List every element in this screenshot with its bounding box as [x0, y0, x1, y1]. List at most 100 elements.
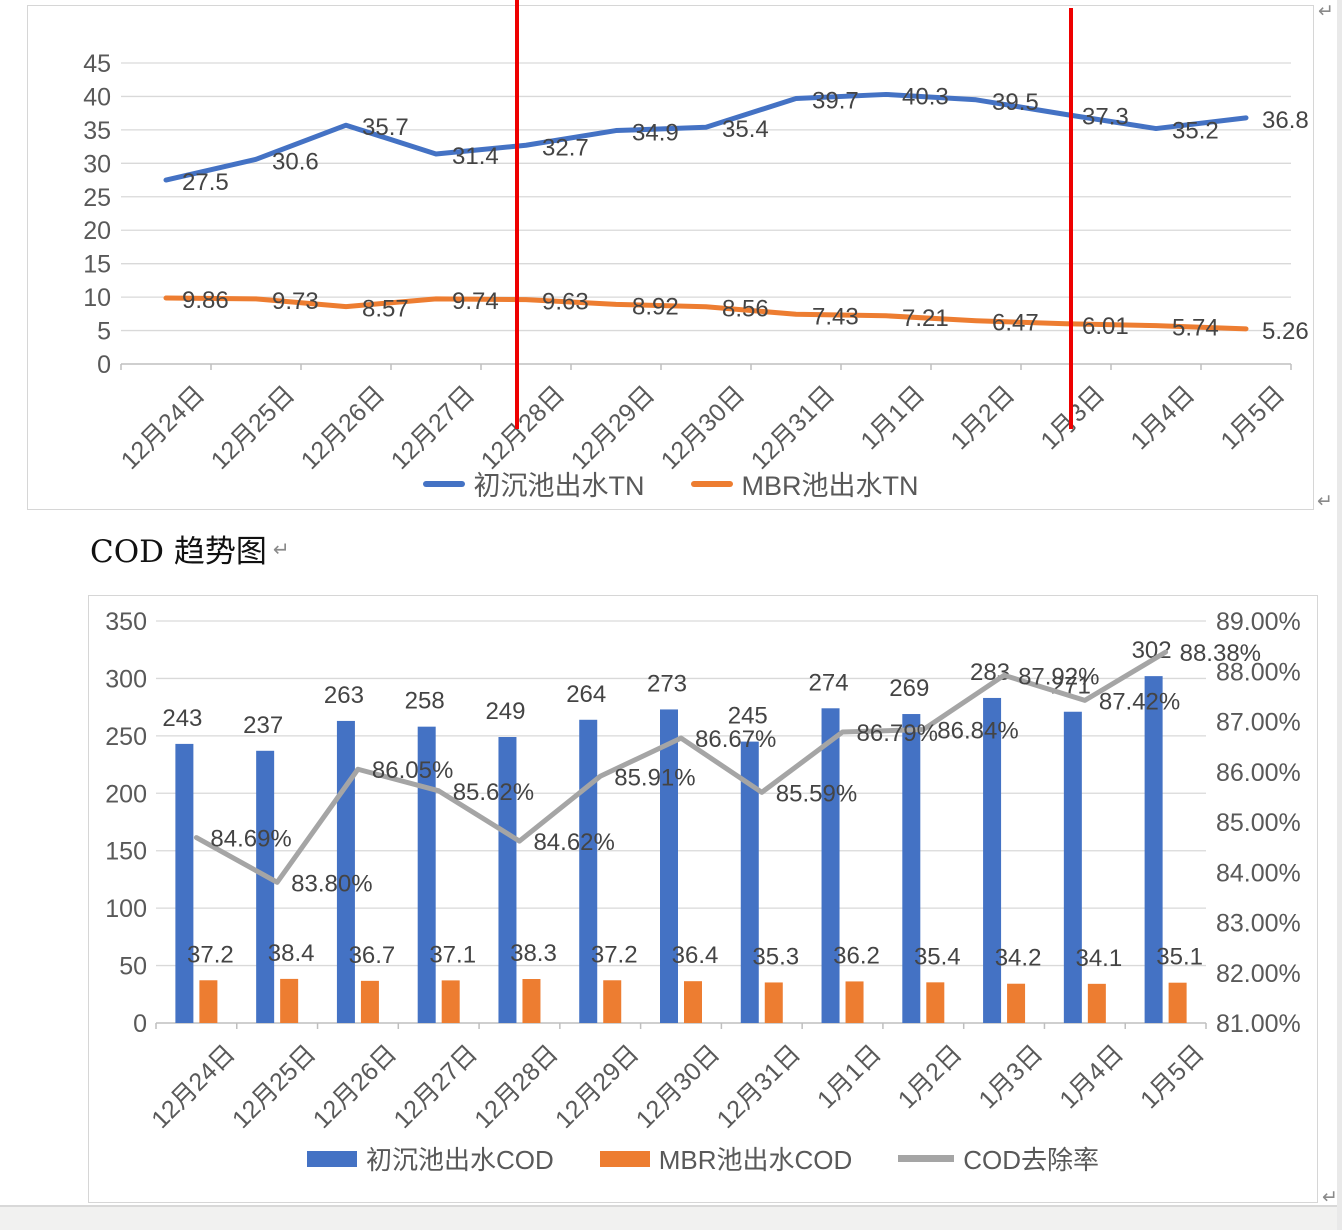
data-label: 37.2: [187, 941, 234, 968]
x-axis-date-label: 12月25日: [227, 1039, 321, 1133]
bar-orange: [684, 981, 702, 1023]
x-axis-date-label: 12月29日: [550, 1039, 644, 1133]
right-axis-tick-label: 85.00%: [1216, 809, 1301, 837]
data-label: 35.3: [752, 943, 799, 970]
data-label: 274: [809, 669, 849, 696]
data-label: 7.43: [812, 303, 859, 330]
x-axis-date-label: 12月28日: [469, 1039, 563, 1133]
x-axis-date-label: 12月30日: [656, 380, 750, 474]
cod-chart-canvas: 0 50 100 150 200 250 300 350 81.00% 82.00% 83.00% 8…: [105, 608, 1301, 1134]
right-axis-tick-label: 89.00%: [1216, 608, 1301, 636]
x-axis-date-label: 12月24日: [146, 1039, 240, 1133]
left-axis-tick-label: 350: [105, 608, 147, 636]
data-label: 35.7: [362, 114, 409, 141]
red-marker-line-1: [515, 0, 519, 429]
data-label: 237: [243, 712, 283, 739]
cod-section-title-text: COD 趋势图: [90, 534, 267, 570]
red-marker-line-2: [1069, 8, 1073, 429]
x-axis-date-label: 1月2日: [945, 380, 1020, 455]
data-label: 87.42%: [1099, 688, 1180, 715]
page-bottom-band: [0, 1205, 1342, 1230]
data-label: 263: [324, 682, 364, 709]
legend-label: 初沉池出水TN: [473, 471, 645, 501]
x-axis-date-label: 12月29日: [566, 380, 660, 474]
bar-blue: [983, 697, 1002, 1023]
data-label: 283: [970, 659, 1010, 686]
data-label: 32.7: [542, 134, 589, 161]
data-label: 85.91%: [614, 764, 695, 791]
bar-orange: [199, 980, 218, 1023]
data-label: 9.74: [452, 288, 499, 315]
left-axis-tick-label: 50: [119, 953, 147, 981]
tn-chart-canvas: 05101520253035404512月24日12月25日12月26日12月2…: [83, 50, 1309, 475]
bar-orange: [522, 979, 541, 1023]
data-label: 30.6: [272, 148, 319, 175]
data-label: 6.01: [1082, 313, 1129, 340]
x-axis-date-label: 1月4日: [1125, 380, 1200, 455]
data-label: 38.4: [268, 940, 315, 967]
data-label: 39.5: [992, 89, 1039, 116]
data-label: 35.4: [914, 943, 961, 970]
data-label: 269: [889, 675, 929, 702]
bar-orange: [1007, 983, 1026, 1023]
data-label: 38.3: [510, 940, 557, 967]
left-axis-tick-label: 250: [105, 723, 147, 751]
legend-label: MBR池出水TN: [741, 471, 919, 501]
x-axis-date-label: 1月5日: [1215, 380, 1290, 455]
y-axis-tick-label: 40: [83, 83, 111, 111]
bar-orange: [764, 982, 783, 1023]
left-axis-tick-label: 100: [105, 895, 147, 923]
x-axis-date-label: 12月27日: [386, 380, 480, 474]
data-label: 9.63: [542, 289, 589, 316]
data-label: 9.86: [182, 287, 229, 314]
orange-line-swatch: [690, 480, 733, 487]
bar-blue: [740, 741, 759, 1023]
right-axis-tick-label: 83.00%: [1216, 910, 1301, 938]
paragraph-mark: ↵: [1318, 0, 1334, 22]
data-label: 37.2: [591, 941, 638, 968]
y-axis-tick-label: 15: [83, 251, 111, 279]
data-label: 87.92%: [1018, 663, 1099, 690]
legend-item-tn-mbr: MBR池出水TN: [690, 464, 919, 503]
tn-line-series-1: [163, 295, 1249, 332]
blue-line-swatch: [422, 480, 465, 487]
y-axis-tick-label: 25: [83, 184, 111, 212]
data-label: 40.3: [902, 83, 949, 110]
tn-trend-chart[interactable]: 0 5 10 15 20 25 30 35 40 45 12月24日 12月25日 12月26日 12月2…: [27, 5, 1314, 510]
x-axis-date-label: 1月3日: [973, 1039, 1048, 1114]
orange-bar-swatch: [599, 1150, 650, 1167]
data-label: 8.92: [632, 293, 679, 320]
x-axis-date-label: 12月28日: [476, 380, 570, 474]
data-label: 8.57: [362, 296, 409, 323]
bar-blue: [417, 726, 436, 1023]
data-label: 35.2: [1172, 118, 1219, 145]
data-label: 84.69%: [210, 826, 291, 853]
legend-label: COD去除率: [963, 1145, 1100, 1175]
bar-orange: [360, 980, 379, 1023]
data-label: 31.4: [452, 143, 499, 170]
data-label: 85.62%: [453, 779, 534, 806]
legend-label: 初沉池出水COD: [365, 1145, 554, 1175]
data-label: 36.7: [349, 942, 396, 969]
data-label: 86.05%: [372, 757, 453, 784]
bar-orange: [441, 980, 460, 1023]
data-label: 36.8: [1262, 107, 1309, 134]
data-label: 245: [728, 703, 768, 730]
data-label: 34.1: [1075, 945, 1122, 972]
tn-chart-legend: 初沉池出水TN MBR池出水TN: [28, 464, 1313, 503]
data-label: 84.62%: [533, 829, 614, 856]
y-axis-tick-label: 5: [97, 318, 111, 346]
data-label: 9.73: [272, 288, 319, 315]
data-label: 86.79%: [857, 720, 938, 747]
data-label: 273: [647, 670, 687, 697]
data-label: 86.84%: [937, 718, 1018, 745]
data-label: 37.3: [1082, 104, 1129, 131]
bar-orange: [926, 982, 945, 1023]
x-axis-date-label: 12月26日: [296, 380, 390, 474]
data-label: 258: [405, 688, 445, 715]
right-axis-tick-label: 86.00%: [1216, 759, 1301, 787]
x-axis-date-label: 12月25日: [206, 380, 300, 474]
cod-trend-chart[interactable]: 0 50 100 150 200 250 300 350 81.00% 82.00% 83.00% 8…: [88, 595, 1318, 1203]
paragraph-mark: ↵: [1322, 1186, 1338, 1208]
data-label: 6.47: [992, 310, 1039, 337]
